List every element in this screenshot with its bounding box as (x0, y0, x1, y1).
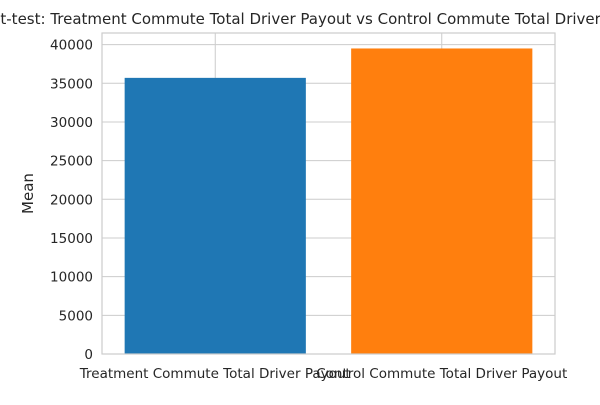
plot-frame (101, 32, 556, 355)
y-tick-label: 15000 (50, 231, 93, 247)
bar (351, 48, 533, 354)
y-tick-label: 0 (84, 347, 93, 363)
x-tick-label: Treatment Commute Total Driver Payout (79, 366, 351, 382)
y-tick-label: 30000 (50, 115, 93, 131)
y-tick-label: 35000 (50, 76, 93, 92)
y-axis-label: Mean (19, 173, 37, 214)
y-tick-labels: 0 5000 10000 15000 20000 25000 30000 35000 40000 (50, 38, 93, 363)
y-tick-label: 5000 (59, 308, 93, 324)
x-tick-label: Control Commute Total Driver Payout (316, 366, 567, 382)
y-tick-label: 25000 (50, 154, 93, 170)
y-tick-label: 10000 (50, 270, 93, 286)
bars (124, 48, 533, 355)
chart-title: t-test: Treatment Commute Total Driver P… (0, 10, 600, 28)
y-tick-label: 40000 (50, 38, 93, 54)
bar (124, 77, 306, 355)
x-tick-labels: Treatment Commute Total Driver PayoutCon… (79, 366, 568, 382)
y-tick-label: 20000 (50, 192, 93, 208)
